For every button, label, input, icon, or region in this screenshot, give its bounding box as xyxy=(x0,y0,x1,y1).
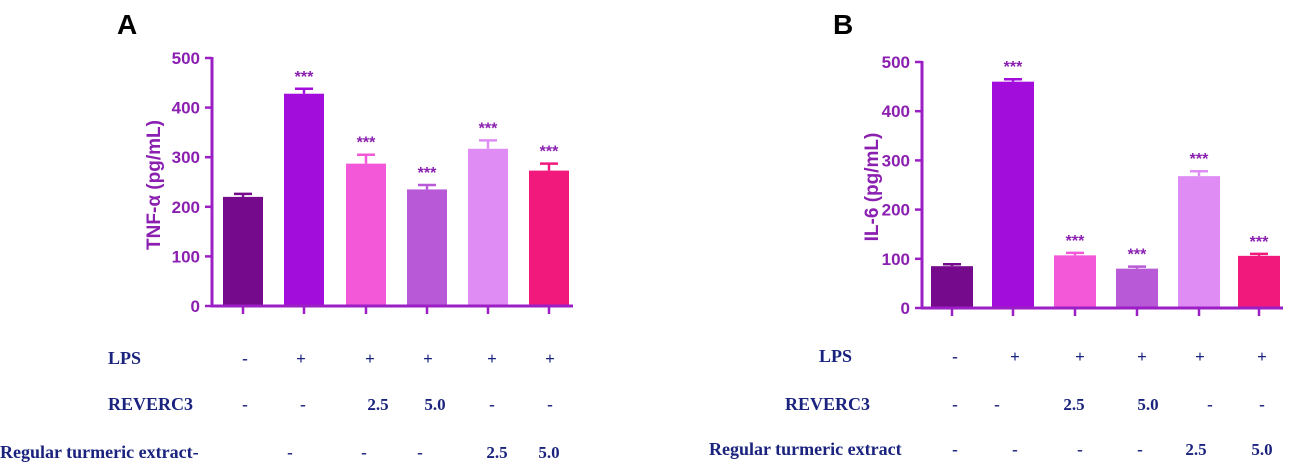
panel-a-bar xyxy=(223,196,263,306)
panel-a-treatment-value: + xyxy=(365,349,375,368)
panel-b-treatment-value: - xyxy=(1137,440,1143,459)
panel-a-significance-label: *** xyxy=(540,144,559,161)
panel-a-treatment-value: - xyxy=(417,443,423,462)
panel-b-treatment-value: + xyxy=(1257,347,1267,366)
panel-b-treatment-value: + xyxy=(1137,347,1147,366)
panel-b-treatment-value: + xyxy=(1075,347,1085,366)
panel-a-y-tick-label: 100 xyxy=(172,247,200,266)
panel-a-y-tick-label: 300 xyxy=(172,148,200,167)
panel-b-treatment-value: - xyxy=(952,440,958,459)
panel-a-letter: A xyxy=(117,9,137,40)
panel-a-treatment-row-label: Regular turmeric extract- xyxy=(0,442,199,462)
panel-b: B IL-6 (pg/mL) *** *** *** *** *** 0 100 200 300… xyxy=(709,9,1283,459)
panel-b-bar xyxy=(1116,268,1158,308)
panel-a-treatment-value: - xyxy=(287,443,293,462)
panel-b-treatment-value: 2.5 xyxy=(1063,395,1084,414)
panel-b-bar xyxy=(992,81,1034,309)
panel-b-treatment-value: - xyxy=(1077,440,1083,459)
panel-b-treatment-value: + xyxy=(1010,347,1020,366)
panel-a-significance-label: *** xyxy=(479,120,498,137)
panel-a-y-tick-label: 200 xyxy=(172,198,200,217)
panel-b-y-tick-label: 500 xyxy=(882,53,910,72)
panel-a-bar xyxy=(468,148,508,306)
panel-a-treatment-value: - xyxy=(361,443,367,462)
panel-b-y-tick-label: 100 xyxy=(882,250,910,269)
panel-b-treatment-value: - xyxy=(1207,395,1213,414)
panel-a-treatment-value: - xyxy=(242,349,248,368)
panel-a-treatment-value: + xyxy=(423,349,433,368)
panel-b-treatment-row-label: LPS xyxy=(819,346,852,366)
panel-a-treatment-value: + xyxy=(296,349,306,368)
panel-b-significance-label: *** xyxy=(1250,234,1269,251)
panel-b-treatment-row-label: Regular turmeric extract xyxy=(709,439,902,459)
panel-a-y-tick-label: 0 xyxy=(191,297,200,316)
panel-b-treatment-value: - xyxy=(1259,395,1265,414)
panel-b-bar xyxy=(1054,255,1096,308)
panel-b-treatment-value: 2.5 xyxy=(1185,440,1206,459)
panel-b-y-tick-label: 400 xyxy=(882,102,910,121)
panel-a-treatment-value: - xyxy=(300,395,306,414)
panel-a-significance-label: *** xyxy=(418,165,437,182)
panel-b-treatment-value: 5.0 xyxy=(1251,440,1272,459)
panel-a-treatment-value: 2.5 xyxy=(367,395,388,414)
panel-a-treatment-row-label: LPS xyxy=(108,348,141,368)
panel-b-y-tick-label: 200 xyxy=(882,201,910,220)
panel-a-significance-label: *** xyxy=(295,69,314,86)
panel-b-treatment-value: - xyxy=(1012,440,1018,459)
panel-a: A TNF-α (pg/mL) *** *** *** *** *** 0 100 200 30… xyxy=(0,9,573,462)
panel-b-significance-label: *** xyxy=(1004,59,1023,76)
panel-b-treatment-row-label: REVERC3 xyxy=(785,394,870,414)
panel-b-bar xyxy=(1178,176,1220,308)
panel-b-y-tick-label: 0 xyxy=(901,299,910,318)
panel-b-treatment-value: - xyxy=(994,395,1000,414)
panel-a-bar xyxy=(346,163,386,306)
panel-a-treatment-value: - xyxy=(489,395,495,414)
panel-b-treatment-value: - xyxy=(952,347,958,366)
panel-b-bar xyxy=(1238,255,1280,308)
panel-b-bar xyxy=(931,266,973,308)
panel-a-bar xyxy=(407,189,447,306)
panel-a-treatment-value: 5.0 xyxy=(538,443,559,462)
panel-a-significance-label: *** xyxy=(357,135,376,152)
panel-b-y-tick-label: 300 xyxy=(882,151,910,170)
panel-a-y-axis-label: TNF-α (pg/mL) xyxy=(144,120,165,250)
panel-a-y-tick-label: 400 xyxy=(172,99,200,118)
panel-b-significance-label: *** xyxy=(1066,233,1085,250)
panel-a-treatment-value: - xyxy=(242,395,248,414)
panel-b-y-axis-label: IL-6 (pg/mL) xyxy=(862,133,883,242)
panel-b-treatment-value: 5.0 xyxy=(1137,395,1158,414)
panel-a-bar xyxy=(284,93,324,306)
panel-a-treatment-value: 5.0 xyxy=(424,395,445,414)
panel-a-treatment-value: + xyxy=(545,349,555,368)
panel-b-treatment-value: - xyxy=(952,395,958,414)
panel-b-significance-label: *** xyxy=(1128,247,1147,264)
panel-b-letter: B xyxy=(833,9,853,40)
panel-a-bar xyxy=(529,170,569,306)
panel-b-significance-label: *** xyxy=(1190,151,1209,168)
panel-a-treatment-value: - xyxy=(547,395,553,414)
panel-a-y-tick-label: 500 xyxy=(172,49,200,68)
panel-a-treatment-row-label: REVERC3 xyxy=(108,394,193,414)
panel-a-treatment-value: 2.5 xyxy=(486,443,507,462)
panel-b-treatment-value: + xyxy=(1195,347,1205,366)
panel-a-treatment-value: + xyxy=(487,349,497,368)
